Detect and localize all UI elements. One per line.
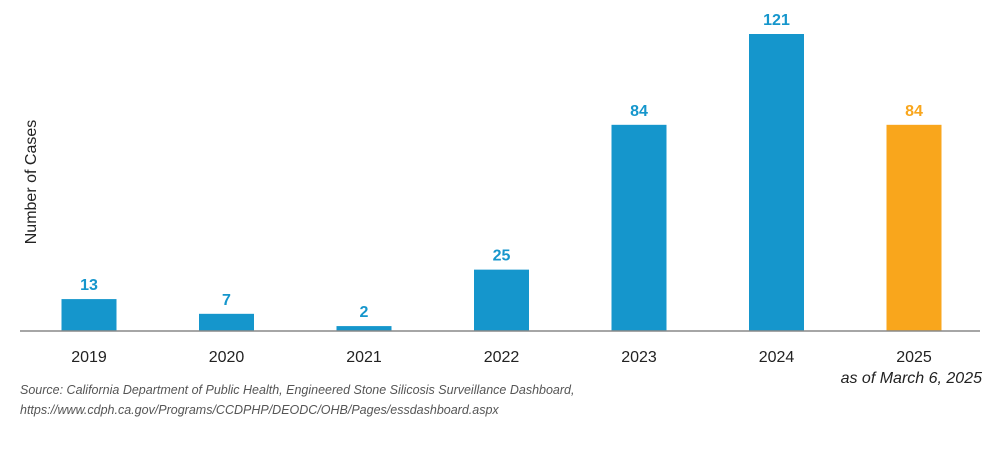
y-axis-label: Number of Cases: [23, 120, 40, 245]
value-label-2025: 84: [905, 103, 923, 120]
bar-2024: [749, 34, 804, 331]
value-label-2020: 7: [222, 292, 231, 309]
value-label-2022: 25: [493, 248, 511, 265]
value-label-2019: 13: [80, 277, 98, 294]
source-citation: Source: California Department of Public …: [20, 380, 574, 420]
category-label-2022: 2022: [484, 349, 520, 366]
source-url: https://www.cdph.ca.gov/Programs/CCDPHP/…: [20, 403, 499, 417]
category-label-2019: 2019: [71, 349, 107, 366]
bars-group: 13 2019 7 2020 2 2021 25 2022 84 2023 121 2024 84 202…: [61, 12, 942, 366]
category-label-2020: 2020: [209, 349, 245, 366]
bar-2025: [886, 124, 942, 332]
bar-2022: [474, 269, 529, 331]
date-note: as of March 6, 2025: [840, 370, 982, 387]
value-label-2021: 2: [360, 304, 369, 321]
bar-2020: [199, 313, 254, 331]
bar-2019: [61, 299, 117, 331]
source-line-1: Source: California Department of Public …: [20, 383, 575, 397]
bar-chart: Number of Cases 13 2019 7 2020 2 2021 25 2022 84…: [20, 12, 980, 366]
bar-2021: [336, 326, 392, 331]
value-label-2023: 84: [630, 103, 648, 120]
category-label-2021: 2021: [346, 349, 382, 366]
category-label-2023: 2023: [621, 349, 657, 366]
bar-2023: [611, 124, 667, 332]
value-label-2024: 121: [763, 12, 790, 29]
category-label-2024: 2024: [759, 349, 795, 366]
category-label-2025: 2025: [896, 349, 932, 366]
